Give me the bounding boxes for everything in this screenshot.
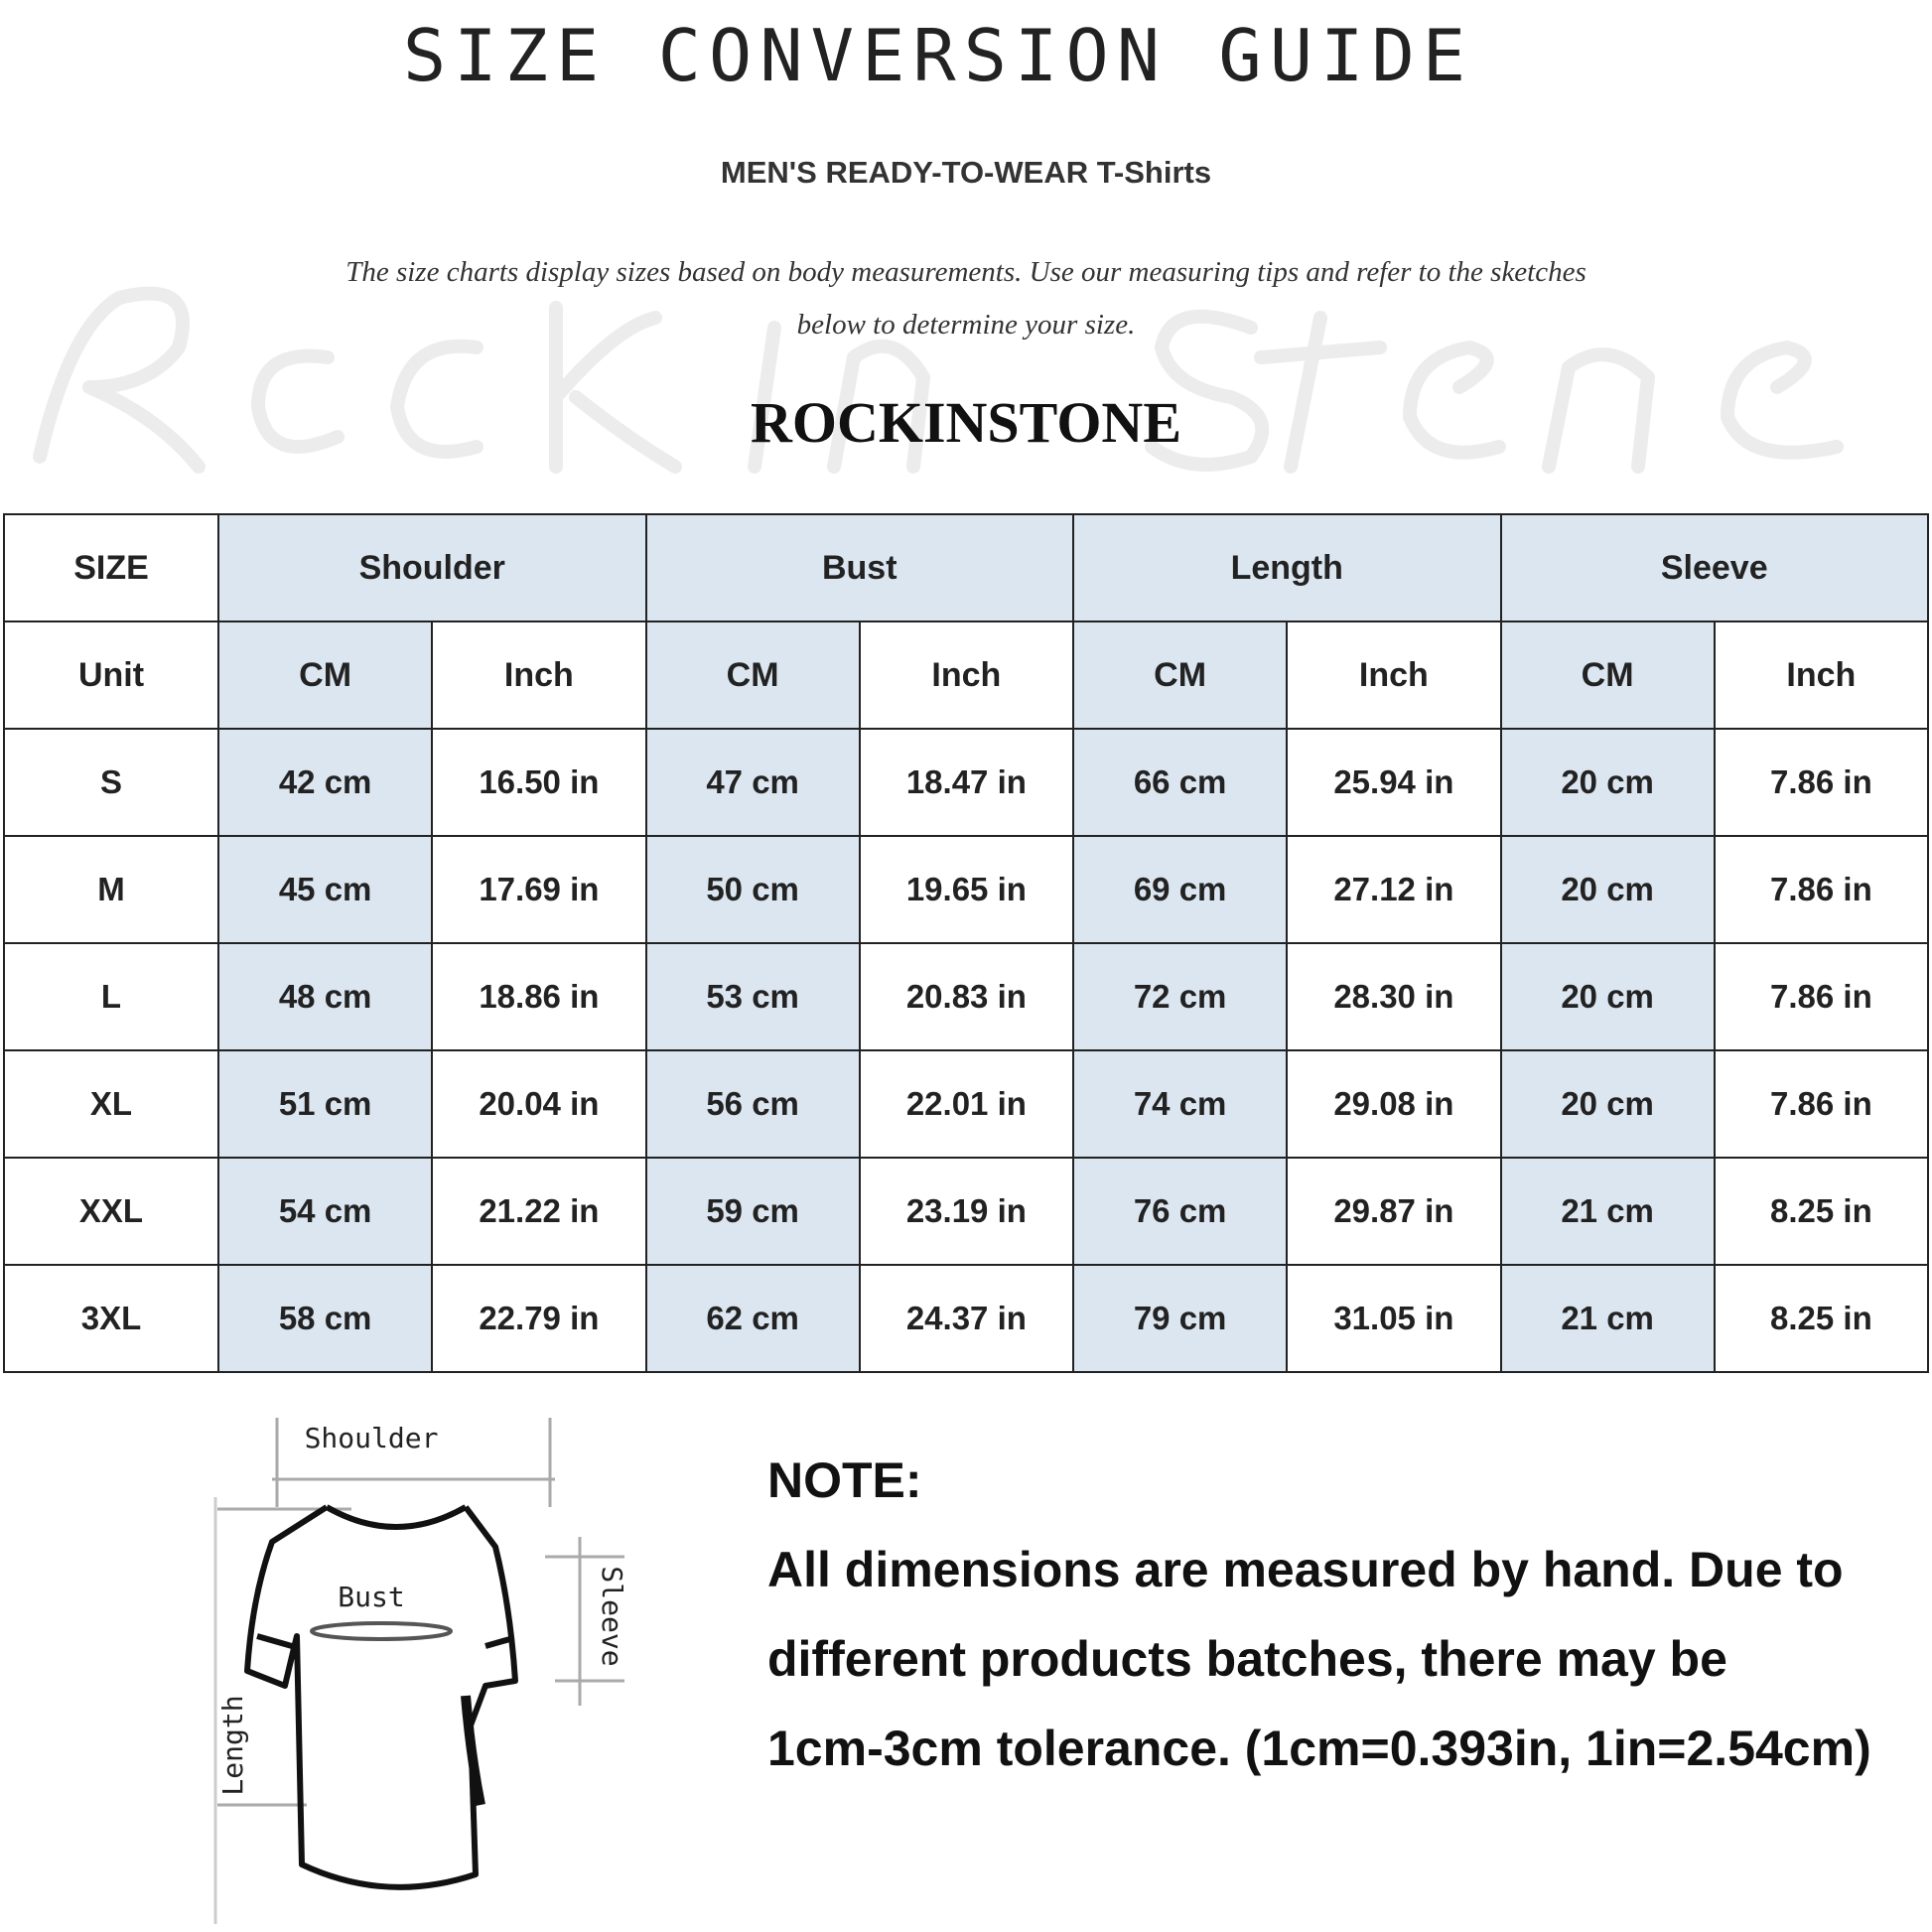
unit-header: CM [1499, 621, 1716, 730]
value-cell: 62 cm [644, 1264, 861, 1373]
value-cell: 18.47 in [858, 728, 1075, 837]
value-cell: 28.30 in [1286, 942, 1502, 1051]
value-cell: 20 cm [1499, 1049, 1716, 1159]
value-cell: 21 cm [1499, 1264, 1716, 1373]
bust-label: Bust [338, 1581, 404, 1613]
value-cell: 19.65 in [858, 835, 1075, 944]
unit-header: Unit [3, 621, 219, 730]
note-line-3: 1cm-3cm tolerance. (1cm=0.393in, 1in=2.5… [767, 1721, 1871, 1776]
size-cell: XXL [3, 1157, 219, 1266]
value-cell: 20.04 in [431, 1049, 647, 1159]
unit-header: Inch [858, 621, 1075, 730]
value-cell: 47 cm [644, 728, 861, 837]
value-cell: 74 cm [1071, 1049, 1289, 1159]
size-table: SIZE Shoulder Bust Length Sleeve Unit CM Inch CM… [3, 513, 1930, 1373]
value-cell: 20 cm [1499, 942, 1716, 1051]
unit-row: Unit CM Inch CM Inch CM Inch CM Inch [3, 621, 1930, 730]
value-cell: 22.79 in [431, 1264, 647, 1373]
unit-header: CM [216, 621, 434, 730]
value-cell: 16.50 in [431, 728, 647, 837]
sleeve-label: Sleeve [596, 1566, 628, 1666]
note-heading: NOTE: [767, 1452, 922, 1508]
value-cell: 7.86 in [1713, 728, 1930, 837]
brand-watermark [33, 286, 1844, 474]
value-cell: 7.86 in [1713, 835, 1930, 944]
column-group-header: Bust [644, 513, 1074, 622]
intro-line-1: The size charts display sizes based on b… [345, 256, 1587, 288]
value-cell: 21 cm [1499, 1157, 1716, 1266]
value-cell: 66 cm [1071, 728, 1289, 837]
value-cell: 31.05 in [1286, 1264, 1502, 1373]
value-cell: 58 cm [216, 1264, 434, 1373]
size-cell: M [3, 835, 219, 944]
value-cell: 48 cm [216, 942, 434, 1051]
table-row: 3XL 58 cm 22.79 in 62 cm 24.37 in 79 cm 31.05 … [3, 1264, 1930, 1373]
shoulder-label: Shoulder [305, 1422, 439, 1454]
table-row: L 48 cm 18.86 in 53 cm 20.83 in 72 cm 28.30 in… [3, 942, 1930, 1051]
value-cell: 18.86 in [431, 942, 647, 1051]
value-cell: 24.37 in [858, 1264, 1075, 1373]
note-line-1: All dimensions are measured by hand. Due… [767, 1542, 1844, 1597]
unit-header: CM [1071, 621, 1289, 730]
value-cell: 23.19 in [858, 1157, 1075, 1266]
value-cell: 76 cm [1071, 1157, 1289, 1266]
value-cell: 7.86 in [1713, 1049, 1930, 1159]
value-cell: 21.22 in [431, 1157, 647, 1266]
unit-header: Inch [1713, 621, 1930, 730]
subtitle: MEN'S READY-TO-WEAR T-Shirts [720, 155, 1212, 190]
tshirt-sketch: Shoulder Bust Length Sleeve [213, 1418, 628, 1924]
size-cell: 3XL [3, 1264, 219, 1373]
value-cell: 79 cm [1071, 1264, 1289, 1373]
table-row: XL 51 cm 20.04 in 56 cm 22.01 in 74 cm 29.08 i… [3, 1049, 1930, 1159]
value-cell: 22.01 in [858, 1049, 1075, 1159]
size-cell: S [3, 728, 219, 837]
value-cell: 54 cm [216, 1157, 434, 1266]
value-cell: 45 cm [216, 835, 434, 944]
value-cell: 17.69 in [431, 835, 647, 944]
value-cell: 8.25 in [1713, 1157, 1930, 1266]
column-group-header: Length [1072, 513, 1502, 622]
unit-header: CM [644, 621, 861, 730]
value-cell: 50 cm [644, 835, 861, 944]
length-label: Length [216, 1695, 249, 1795]
value-cell: 25.94 in [1286, 728, 1502, 837]
column-group-header: Shoulder [217, 513, 647, 622]
value-cell: 20 cm [1499, 728, 1716, 837]
value-cell: 20 cm [1499, 835, 1716, 944]
intro-line-2: below to determine your size. [796, 309, 1136, 341]
value-cell: 8.25 in [1713, 1264, 1930, 1373]
size-cell: XL [3, 1049, 219, 1159]
table-row: M 45 cm 17.69 in 50 cm 19.65 in 69 cm 27.12 in… [3, 835, 1930, 944]
column-group-header: Sleeve [1499, 513, 1929, 622]
value-cell: 42 cm [216, 728, 434, 837]
value-cell: 59 cm [644, 1157, 861, 1266]
brand-name: ROCKINSTONE [750, 390, 1182, 455]
page-title: SIZE CONVERSION GUIDE [402, 14, 1474, 97]
value-cell: 56 cm [644, 1049, 861, 1159]
value-cell: 27.12 in [1286, 835, 1502, 944]
value-cell: 69 cm [1071, 835, 1289, 944]
table-row: S 42 cm 16.50 in 47 cm 18.47 in 66 cm 25.94 in… [3, 728, 1930, 837]
table-row: XXL 54 cm 21.22 in 59 cm 23.19 in 76 cm 29.87 … [3, 1157, 1930, 1266]
header-row: SIZE Shoulder Bust Length Sleeve [3, 513, 1929, 622]
value-cell: 7.86 in [1713, 942, 1930, 1051]
column-group-header: SIZE [3, 513, 219, 622]
unit-header: Inch [431, 621, 647, 730]
value-cell: 72 cm [1071, 942, 1289, 1051]
value-cell: 29.87 in [1286, 1157, 1502, 1266]
value-cell: 20.83 in [858, 942, 1075, 1051]
unit-header: Inch [1286, 621, 1502, 730]
value-cell: 53 cm [644, 942, 861, 1051]
value-cell: 51 cm [216, 1049, 434, 1159]
value-cell: 29.08 in [1286, 1049, 1502, 1159]
size-cell: L [3, 942, 219, 1051]
note-line-2: different products batches, there may be [767, 1631, 1727, 1687]
